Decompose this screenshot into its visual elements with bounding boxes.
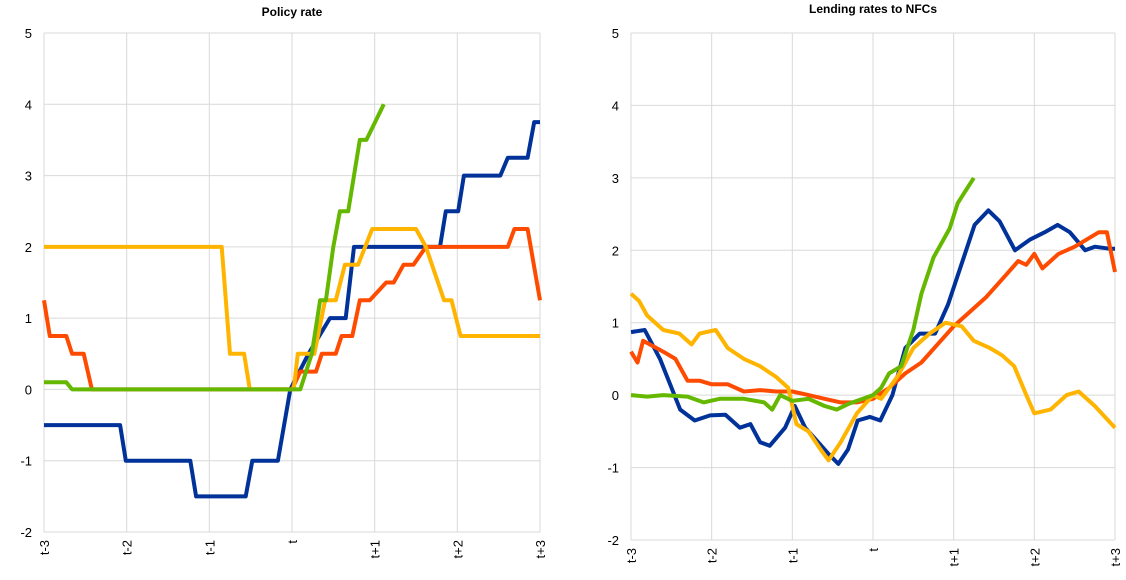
- series-line: [629, 292, 1117, 463]
- series-line: [630, 208, 1115, 466]
- x-tick-label: t+1: [368, 540, 383, 558]
- y-tick-label: 2: [612, 243, 619, 258]
- y-tick-label: 1: [25, 311, 32, 326]
- series-line: [42, 227, 542, 392]
- series-line: [630, 176, 976, 412]
- y-tick-label: 5: [612, 26, 619, 41]
- x-tick-label: t: [866, 548, 881, 552]
- x-tick-label: t-1: [785, 548, 800, 563]
- y-tick-label: 0: [612, 388, 619, 403]
- series-line: [44, 227, 540, 392]
- y-tick-label: -2: [20, 525, 32, 540]
- y-tick-label: 5: [25, 26, 32, 41]
- x-tick-label: t+2: [1027, 548, 1042, 566]
- chart-title: Policy rate: [262, 5, 323, 19]
- x-tick-label: t-2: [120, 540, 135, 555]
- y-tick-label: 2: [25, 240, 32, 255]
- y-tick-label: 4: [25, 97, 32, 112]
- y-tick-label: 3: [612, 171, 619, 186]
- x-tick-label: t-3: [37, 540, 52, 555]
- series-line: [44, 103, 386, 392]
- series-line: [44, 120, 540, 499]
- y-tick-label: 1: [612, 316, 619, 331]
- y-tick-label: -2: [607, 533, 619, 548]
- x-tick-label: t-2: [705, 548, 720, 563]
- x-tick-label: t: [285, 540, 300, 544]
- y-tick-label: 3: [25, 169, 32, 184]
- y-tick-label: -1: [607, 461, 619, 476]
- x-tick-label: t+1: [947, 548, 962, 566]
- y-tick-label: 4: [612, 98, 619, 113]
- y-tick-label: 0: [25, 382, 32, 397]
- chart-title: Lending rates to NFCs: [809, 2, 937, 16]
- x-tick-label: t-3: [624, 548, 639, 563]
- x-tick-label: t+2: [450, 540, 465, 558]
- x-tick-label: t+3: [533, 540, 548, 558]
- x-tick-label: t-1: [202, 540, 217, 555]
- y-tick-label: -1: [20, 454, 32, 469]
- x-tick-label: t+3: [1108, 548, 1123, 566]
- series-line: [629, 230, 1117, 405]
